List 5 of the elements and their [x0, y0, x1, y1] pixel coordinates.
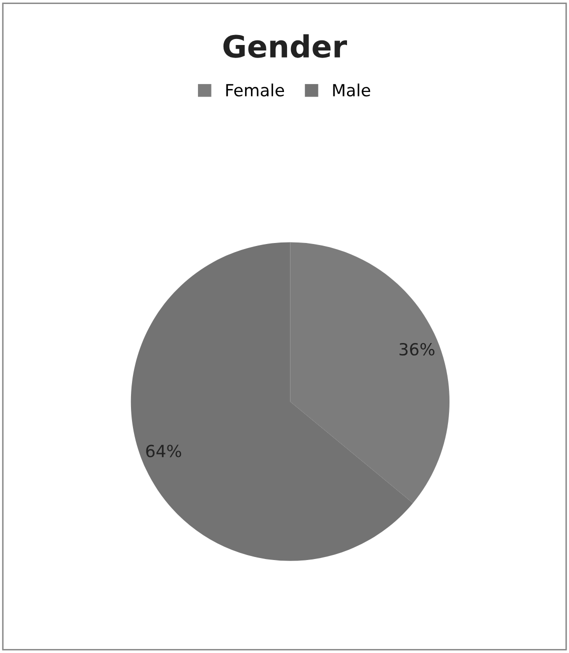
- legend-label: Female: [226, 84, 284, 96]
- data-label: 36%: [400, 342, 434, 356]
- data-label: 64%: [146, 444, 182, 458]
- legend-label: Male: [333, 84, 370, 96]
- chart-title: Gender: [223, 34, 348, 58]
